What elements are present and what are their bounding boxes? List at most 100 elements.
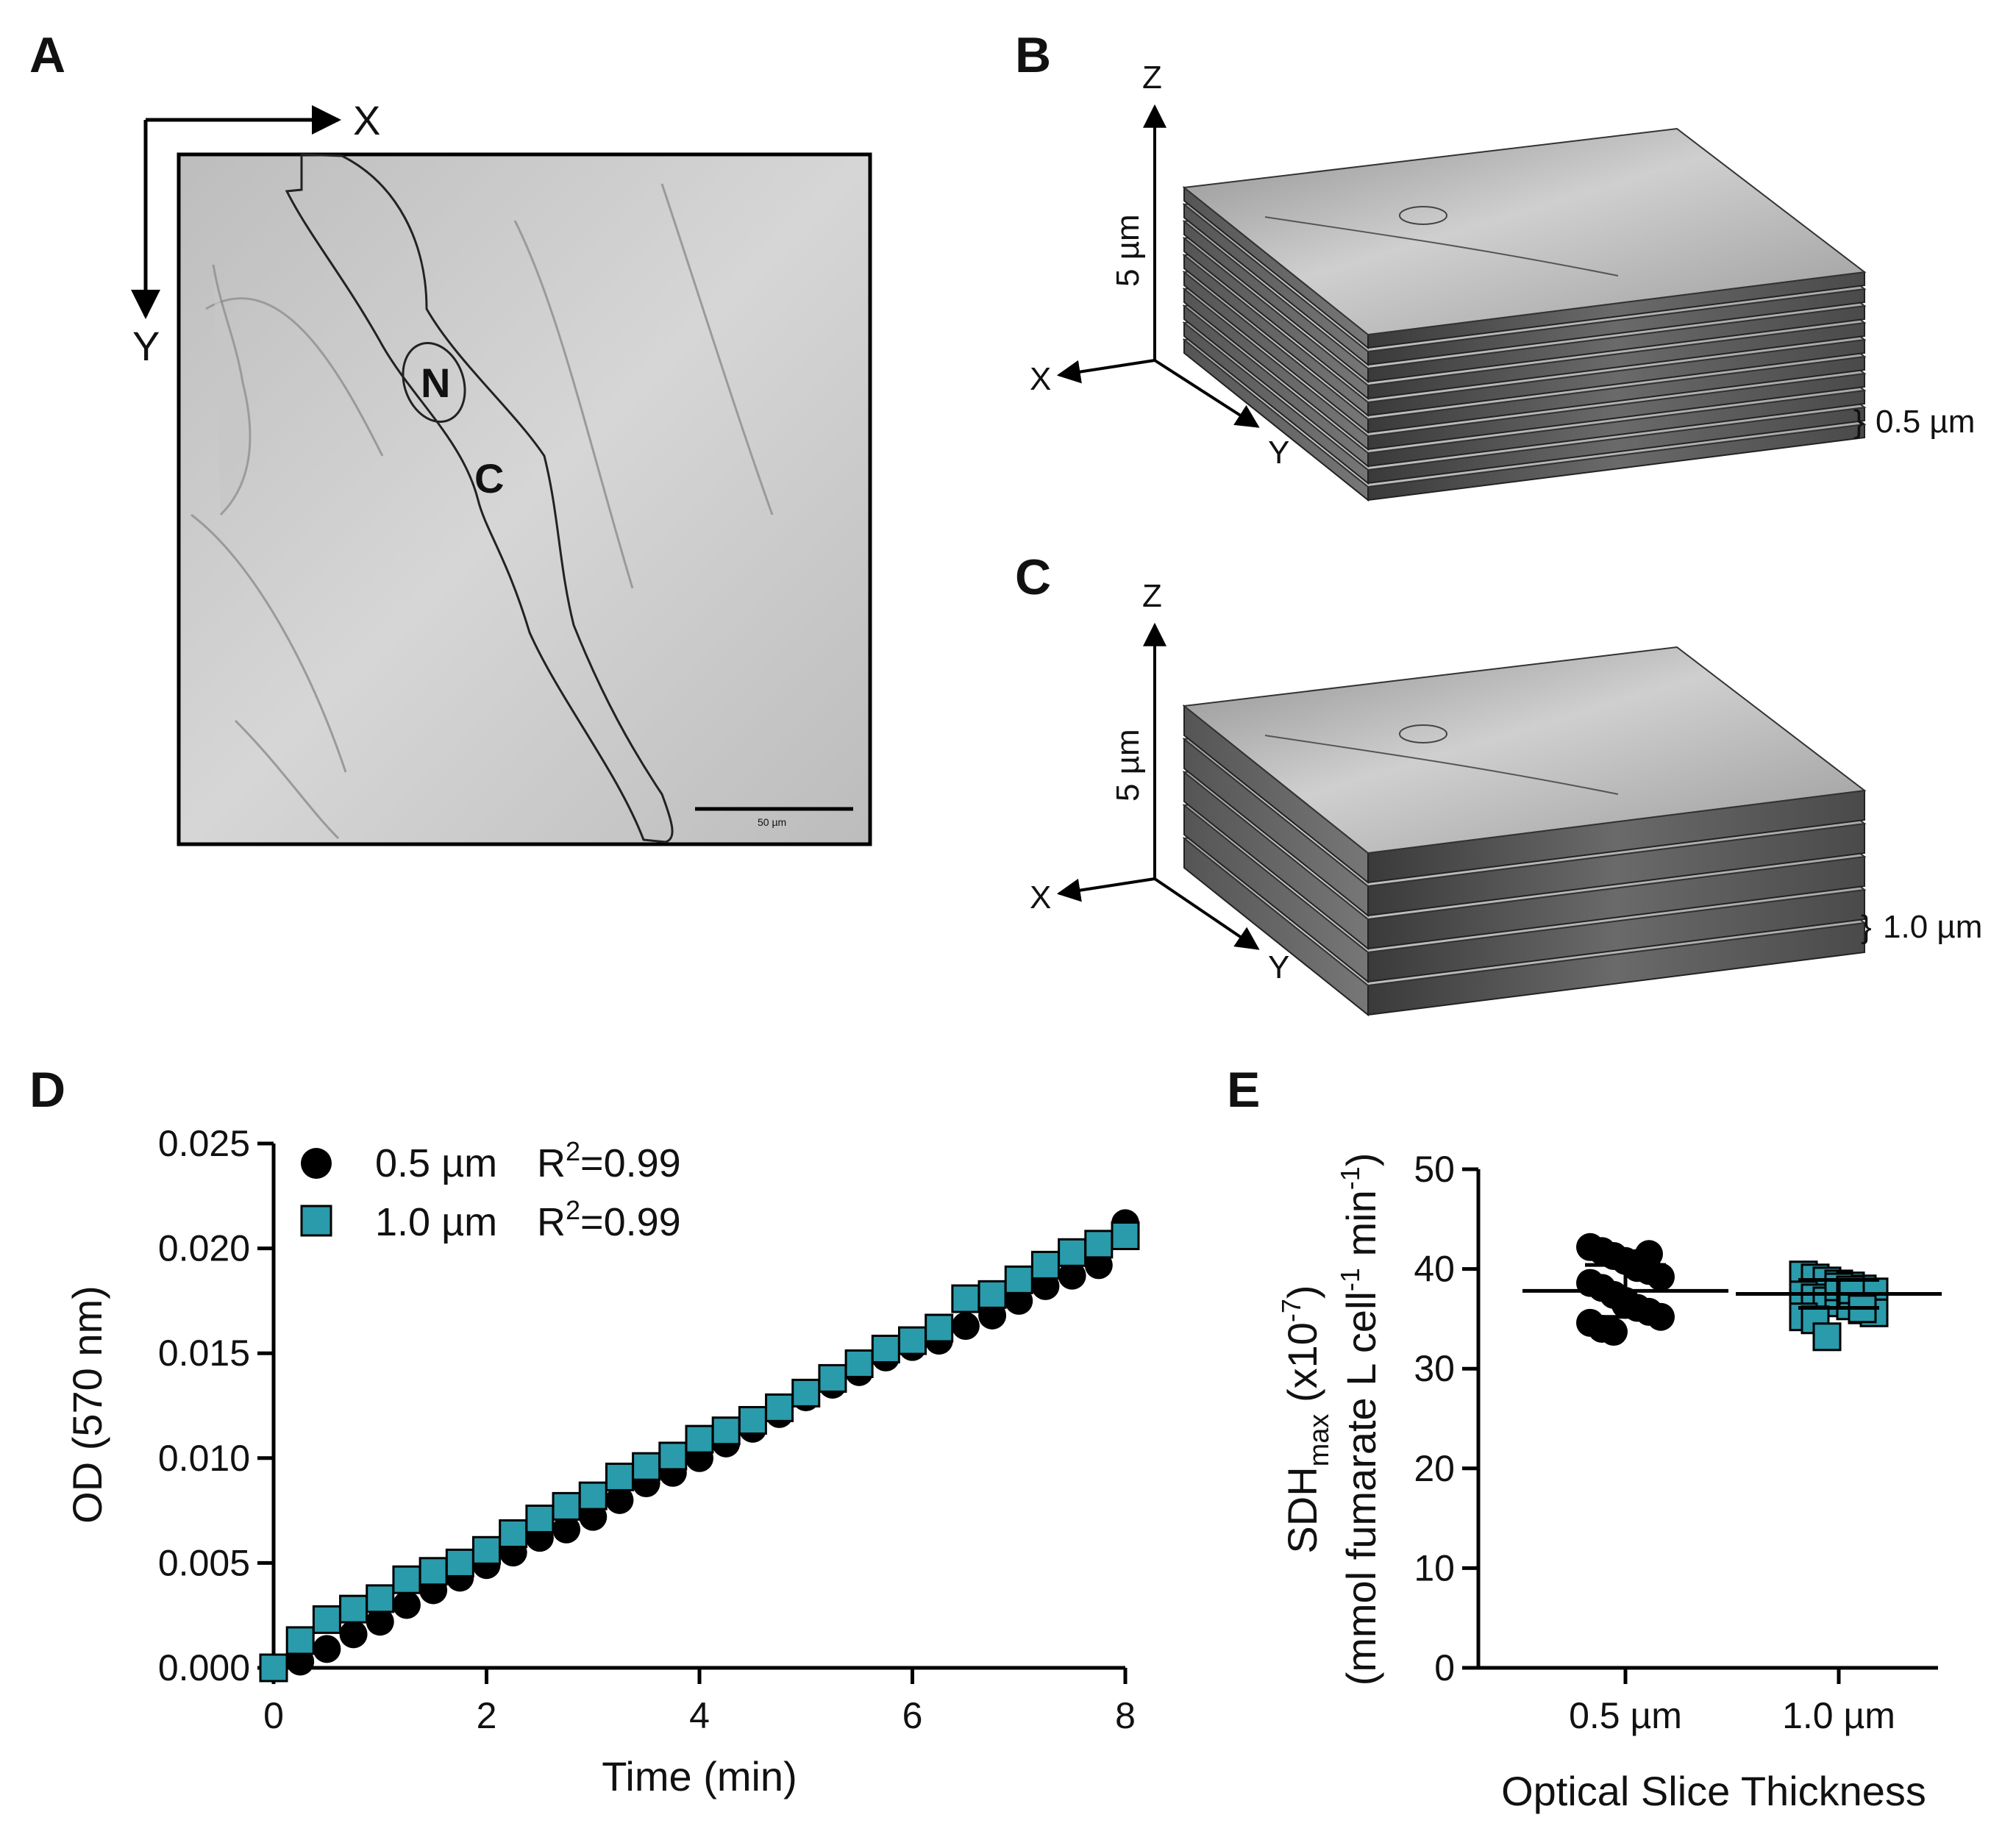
x-tick-label: 8 [1115,1695,1136,1736]
legend-label-1: 1.0 µm [375,1200,497,1244]
point-1.0um [685,1424,714,1454]
point-0.5um [1058,1261,1086,1290]
x-axis-title: Time (min) [602,1753,797,1799]
y-tick-label: 0.010 [158,1438,250,1479]
cytoplasm-label: C [474,455,504,502]
scale-bar-label: 50 µm [758,816,786,828]
x-ticks: 0.5 µm 1.0 µm [1569,1668,1895,1736]
x-tick-label: 2 [477,1695,497,1736]
panel-e-letter: E [1227,1062,1260,1118]
slice-stack [1182,127,1867,502]
y-tick-label: 0.025 [158,1123,250,1164]
slice-top [1182,646,1867,855]
panel-b-letter: B [1015,27,1051,83]
panel-c-letter: C [1015,549,1051,605]
nucleus-outline [402,342,466,423]
y-tick-label: 0.020 [158,1228,250,1269]
y-axis-title-line1: SDHmax (x10-7) [1276,1285,1335,1553]
point-0.5um [605,1485,634,1514]
x-tick-label: 1.0 µm [1782,1695,1895,1736]
point-0.5um [1600,1318,1628,1346]
point-1.0um [1004,1265,1033,1294]
point-1.0um [632,1452,661,1481]
point-1.0um [578,1481,608,1510]
cell-trace [1264,735,1619,795]
point-1.0um [818,1363,847,1393]
x-ticks: 0 2 4 6 8 [263,1668,1136,1736]
y-axis-title-line2: (mmol fumarate L cell-1 min-1) [1335,1153,1384,1686]
point-1.0um [871,1334,900,1363]
axis-x-arrow [1056,359,1155,384]
y-tick-label: 10 [1414,1547,1455,1588]
legend: 0.5 µm R2=0.99 1.0 µm R2=0.99 [300,1136,681,1244]
axis-x-label: X [353,97,380,143]
point-1.0um [925,1313,954,1343]
point-1.0um [791,1378,821,1408]
panel-a-letter: A [29,27,65,83]
point-1.0um [977,1280,1007,1309]
point-1.0um [1084,1230,1114,1259]
point-1.0um [366,1584,395,1613]
slice [1182,127,1867,350]
axis-y-arrow [1153,359,1260,428]
axis-y-arrow [1153,877,1260,950]
legend-r2-0: R2=0.99 [537,1136,681,1185]
axis-y-label: Y [1268,435,1289,471]
slice-brace: } [1853,404,1864,440]
slice-top [1182,127,1867,336]
axis-x-label: X [1030,361,1051,397]
point-0.5um [1647,1263,1675,1291]
depth-label: 5 µm [1110,729,1146,802]
legend-label-0: 0.5 µm [375,1141,497,1185]
y-tick-label: 0.015 [158,1333,250,1374]
slice [1182,646,1867,885]
point-0.5um [552,1515,581,1544]
y-tick-label: 50 [1414,1149,1455,1190]
data-points [259,1209,1140,1683]
y-tick-label: 30 [1414,1348,1455,1389]
point-1.0um [499,1519,528,1548]
point-1.0um [844,1349,874,1378]
slice-thickness-label: 0.5 µm [1876,404,1975,440]
y-ticks: 0.000 0.005 0.010 0.015 0.020 0.025 [158,1123,274,1688]
axis-z-label: Z [1142,578,1162,614]
depth-label: 5 µm [1110,214,1146,287]
point-1.0um [1058,1238,1087,1267]
y-ticks: 0 10 20 30 40 50 [1414,1149,1478,1688]
point-1.0um [898,1326,927,1355]
point-1.0um [525,1505,555,1534]
point-1.0um [445,1548,474,1577]
point-1.0um [392,1565,421,1594]
point-1.0um [472,1535,501,1565]
point-1.0um [1030,1250,1060,1280]
cell-outline [285,153,674,843]
panel-e: E 0 10 20 30 40 50 0.5 µm 1.0 µm SDHmax (x10-7… [1227,1062,1942,1814]
y-tick-label: 40 [1414,1249,1455,1290]
nucleus-trace [1399,724,1447,743]
x-tick-label: 6 [902,1695,923,1736]
slice-brace: } [1861,909,1872,945]
y-axis-title: OD (570 nm) [64,1285,110,1524]
axis-z-label: Z [1142,60,1162,96]
point-0.5um [1635,1240,1663,1269]
point-1.0um [418,1557,448,1586]
nucleus-label: N [421,360,450,406]
point-1.0um [605,1462,634,1491]
point-1.0um [738,1405,767,1435]
panel-a: A X Y N C 50 µm [29,27,872,846]
point-1.0um [951,1284,980,1313]
point-1.0um [765,1393,794,1422]
point-1.0um [658,1441,688,1471]
axis-x-arrow [1056,877,1155,902]
y-tick-label: 0.000 [158,1647,250,1688]
y-tick-label: 0 [1434,1647,1455,1688]
point-1.0um [339,1594,368,1624]
panel-d-letter: D [29,1062,65,1118]
panel-d: D 0.000 0.005 0.010 0.015 0.020 0.025 0 2 4 6 8 O… [29,1062,1140,1799]
legend-marker-square [300,1205,332,1237]
y-tick-label: 0.005 [158,1542,250,1583]
point-1.0um [285,1626,315,1655]
point-1.0um [312,1605,341,1634]
